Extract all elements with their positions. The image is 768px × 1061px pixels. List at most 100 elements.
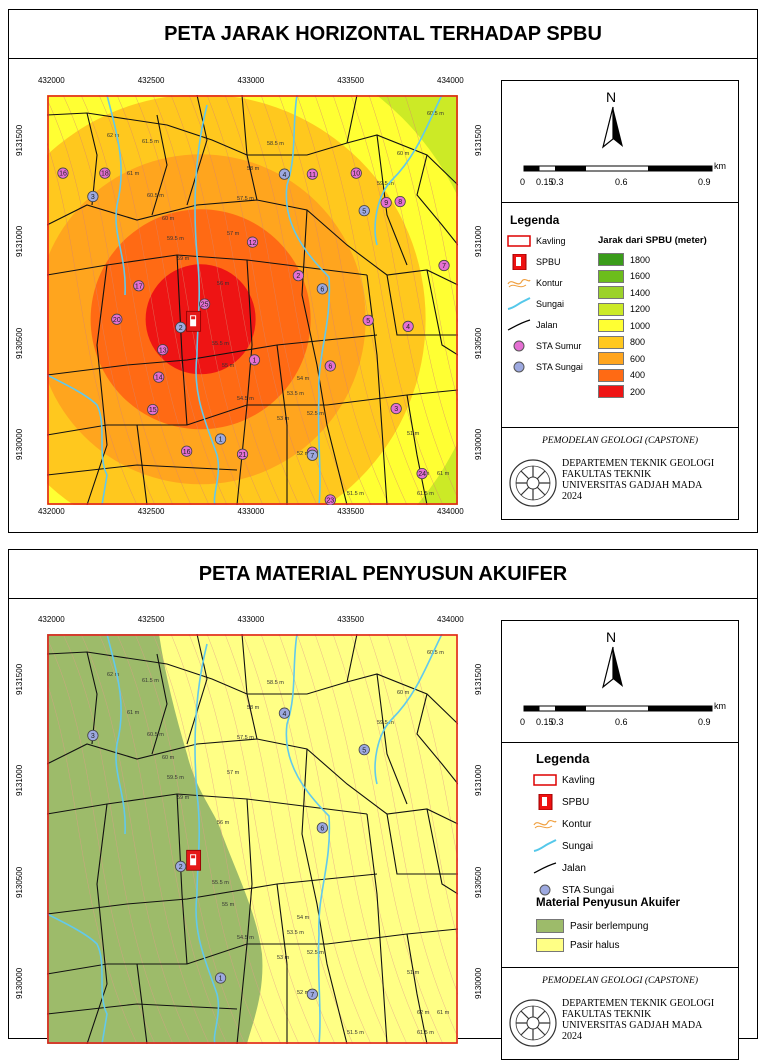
legend-item-label: Kavling [562,774,595,786]
well-marker[interactable]: 14 [153,371,165,383]
road-line [426,269,458,356]
river-station-marker[interactable]: 5 [358,205,370,217]
well-marker[interactable]: 16 [57,167,69,179]
aquifer-map-svg: 62 m 61.5 m 61 m 60.5 m 60 m 59.5 m 59 m 58.5 m… [47,634,458,1044]
river-station-marker-label: 1 [219,976,223,983]
well-marker[interactable]: 3 [390,402,402,415]
legend-item-label: SPBU [562,796,590,808]
north-scale-box: N km 0 0.15 0.3 0.6 0.9 [502,621,738,743]
road-line [346,634,358,683]
well-marker[interactable]: 17 [133,280,145,292]
spbu-icon[interactable] [186,849,202,871]
spbu-icon[interactable] [186,310,202,332]
distance-class: 200 [598,385,645,398]
legend-item: SPBU [532,794,589,810]
legend-item: STA Sungai [532,882,614,898]
well-marker[interactable]: 5 [362,314,374,326]
well-marker[interactable]: 25 [199,298,211,310]
distance-class: 1800 [598,253,650,266]
legend-item-label: STA Sungai [562,884,615,896]
kontur-icon [533,819,557,829]
well-marker[interactable]: 4 [402,320,414,332]
x-tick-label: 433500 [337,507,364,516]
north-label: N [606,89,617,105]
well-marker-label: 23 [326,498,334,505]
road-line [86,264,108,505]
well-marker[interactable]: 6 [324,360,336,372]
contour-label: 57 m [227,231,240,237]
river-station-marker[interactable]: 5 [358,744,370,756]
contour-label: 52.5 m [307,950,324,956]
river-station-marker[interactable]: 7 [306,449,318,461]
well-marker[interactable]: 10 [350,167,362,179]
x-tick-label: 433500 [337,615,364,624]
contour-label: 60 m [162,755,175,761]
road-line [47,1003,238,1015]
aquifer-class-label: Pasir halus [570,939,620,951]
well-marker-label: 20 [113,317,121,324]
river-station-marker[interactable]: 2 [175,321,187,334]
well-marker[interactable]: 23 [324,494,336,505]
well-marker[interactable]: 21 [236,448,249,460]
well-marker[interactable]: 20 [111,313,123,325]
river-station-marker[interactable]: 3 [87,190,99,203]
distance-class: 600 [598,352,645,365]
footer-box: PEMODELAN GEOLOGI (CAPSTONE) DEPARTEMEN … [502,428,738,521]
contours: 62 m 61.5 m 61 m 60.5 m 60 m 59.5 m 59 m 58.5 m… [47,634,458,1044]
well-marker[interactable]: 2 [292,270,304,282]
contour-line [260,95,372,505]
contour-label: 59 m [177,795,190,801]
river-line [285,634,331,1044]
road-line [241,95,258,201]
aquifer-map[interactable]: 62 m 61.5 m 61 m 60.5 m 60 m 59.5 m 59 m 58.5 m… [47,634,458,1044]
river-station-marker[interactable]: 4 [278,168,291,180]
ugm-logo-icon [509,999,557,1047]
well-marker[interactable]: 24 [416,467,428,480]
institution-block: DEPARTEMEN TEKNIK GEOLOGI FAKULTAS TEKNI… [562,458,714,502]
road-line [151,653,168,755]
institution-line: DEPARTEMEN TEKNIK GEOLOGI [562,458,715,469]
contour-label: 61 m [437,1010,450,1016]
river-station-marker[interactable]: 4 [278,707,291,719]
river-station-marker[interactable]: 6 [316,822,328,834]
river-station-marker[interactable]: 1 [214,972,227,984]
contour-label: 57.5 m [237,735,254,741]
well-marker[interactable]: 1 [248,354,261,366]
river-station-marker[interactable]: 7 [306,988,318,1000]
well-marker-label: 5 [366,318,370,325]
contour-label: 56 m [217,281,230,287]
scale-unit: km [714,701,726,711]
river-station-marker-label: 1 [219,437,223,444]
river-station-marker-label: 2 [179,864,183,871]
legend-item-label: SPBU [536,257,561,267]
scale-label: 0 [520,717,526,727]
well-marker[interactable]: 12 [246,236,259,248]
well-marker[interactable]: 18 [99,167,111,179]
river-station-marker[interactable]: 2 [175,860,187,873]
north-label: N [606,629,617,645]
well-marker[interactable]: 8 [394,195,406,208]
y-tick-label: 9130000 [15,428,24,461]
scale-label: 0.3 [551,717,564,727]
road-line [346,95,358,144]
contour-line [314,95,426,505]
legend-item: Kavling [532,772,595,788]
contour-label: 59.5 m [167,775,184,781]
well-marker[interactable]: 7 [438,259,450,272]
contour-label: 60.5 m [147,732,164,738]
river-line [374,95,443,246]
well-marker[interactable]: 11 [306,168,318,180]
river-station-marker[interactable]: 1 [214,433,227,445]
river-station-marker[interactable]: 3 [87,729,99,742]
well-marker-label: 17 [135,283,143,290]
well-marker[interactable]: 15 [147,404,159,416]
well-marker[interactable]: 9 [380,196,392,209]
well-marker[interactable]: 13 [157,344,169,356]
distance-map[interactable]: 62 m 61.5 m 61 m 60.5 m 60 m 59.5 m 59 m 58.5 m… [47,95,458,505]
rivers [47,634,443,1044]
contour-label: 60 m [162,216,175,222]
river-station-marker[interactable]: 6 [316,283,328,295]
color-swatch [598,319,624,332]
well-marker[interactable]: 16 [181,445,193,457]
road-line [366,813,388,1044]
